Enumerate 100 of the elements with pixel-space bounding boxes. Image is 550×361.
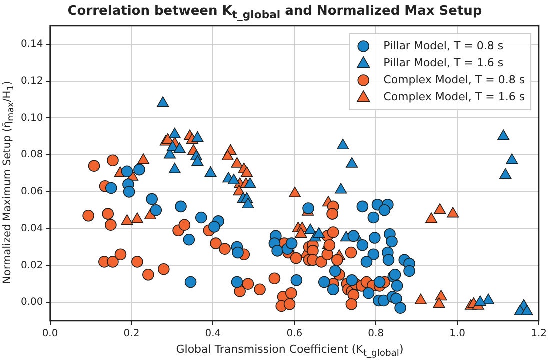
point: [105, 219, 117, 232]
point: [316, 256, 328, 268]
point: [313, 227, 326, 238]
point: [284, 298, 296, 310]
point: [242, 198, 254, 208]
x-tick-label: 0.2: [124, 328, 140, 340]
point: [378, 204, 391, 216]
point: [183, 234, 196, 246]
y-tick-label: 0.12: [21, 76, 44, 87]
point: [404, 265, 416, 278]
y-tick-label: 0.08: [21, 150, 44, 161]
point: [295, 227, 308, 238]
point: [208, 221, 220, 233]
point: [391, 280, 404, 292]
point: [327, 284, 340, 296]
point: [242, 278, 254, 290]
legend-label: Complex Model, T = 1.6 s: [384, 90, 526, 104]
point: [195, 212, 208, 224]
point: [286, 238, 298, 250]
y-tick-label: 0.04: [21, 223, 44, 234]
point: [286, 287, 298, 300]
point: [447, 207, 460, 218]
point: [168, 128, 181, 138]
point: [326, 208, 338, 220]
x-tick-label: 0.4: [205, 328, 222, 340]
point: [369, 232, 381, 244]
point: [121, 214, 134, 226]
point: [368, 248, 380, 261]
point: [222, 150, 234, 161]
point: [348, 230, 360, 242]
point: [382, 254, 395, 266]
legend-label: Pillar Model, T = 1.6 s: [384, 56, 504, 70]
point: [386, 236, 398, 248]
point: [102, 208, 114, 220]
point: [335, 183, 348, 194]
point: [345, 246, 358, 259]
point: [138, 154, 150, 164]
point: [168, 162, 181, 174]
point: [107, 256, 119, 268]
point: [175, 200, 187, 213]
point: [105, 182, 118, 194]
point: [378, 294, 390, 307]
point: [192, 132, 204, 142]
point: [425, 212, 438, 224]
point: [289, 186, 302, 198]
point: [332, 254, 344, 266]
point: [131, 212, 144, 224]
point: [254, 284, 266, 296]
point: [146, 193, 158, 206]
point: [329, 265, 342, 278]
point: [231, 157, 244, 168]
legend-label: Pillar Model, T = 0.8 s: [384, 39, 504, 52]
point: [158, 263, 170, 276]
y-tick-label: 0.14: [21, 39, 44, 50]
point: [356, 200, 369, 213]
point: [142, 269, 154, 281]
y-tick-label: 0.06: [21, 186, 44, 198]
point: [434, 203, 446, 214]
x-tick-label: 0.0: [42, 328, 58, 340]
point: [390, 292, 402, 305]
point: [192, 156, 204, 166]
point: [228, 174, 240, 185]
point: [219, 243, 231, 255]
point: [174, 142, 186, 154]
point: [374, 276, 386, 288]
point: [134, 164, 146, 176]
point: [290, 252, 302, 264]
point: [121, 166, 134, 178]
point: [150, 204, 162, 216]
point: [346, 157, 358, 168]
x-tick-label: 0.6: [286, 328, 303, 340]
point: [107, 154, 119, 166]
point: [231, 276, 244, 288]
point: [498, 130, 510, 140]
point: [210, 238, 222, 250]
point: [82, 210, 94, 222]
point: [290, 274, 303, 286]
point: [204, 166, 217, 178]
point: [232, 246, 244, 259]
y-tick-label: 0.00: [21, 297, 44, 308]
point: [184, 276, 197, 288]
legend-label: Complex Model, T = 0.8 s: [384, 73, 526, 86]
point: [394, 302, 406, 314]
x-tick-label: 1.2: [531, 328, 547, 340]
point: [318, 276, 330, 288]
point: [272, 245, 284, 257]
point: [500, 168, 512, 179]
point: [362, 287, 375, 300]
y-tick-label: 0.02: [21, 260, 44, 272]
point: [368, 212, 380, 224]
point: [304, 224, 317, 234]
point: [132, 256, 144, 268]
point: [114, 248, 127, 261]
x-tick-label: 1.0: [450, 328, 466, 340]
point: [244, 178, 256, 188]
point: [337, 138, 350, 150]
point: [88, 160, 100, 172]
y-tick-label: 0.10: [21, 112, 44, 124]
point: [234, 286, 246, 298]
point: [123, 186, 136, 198]
